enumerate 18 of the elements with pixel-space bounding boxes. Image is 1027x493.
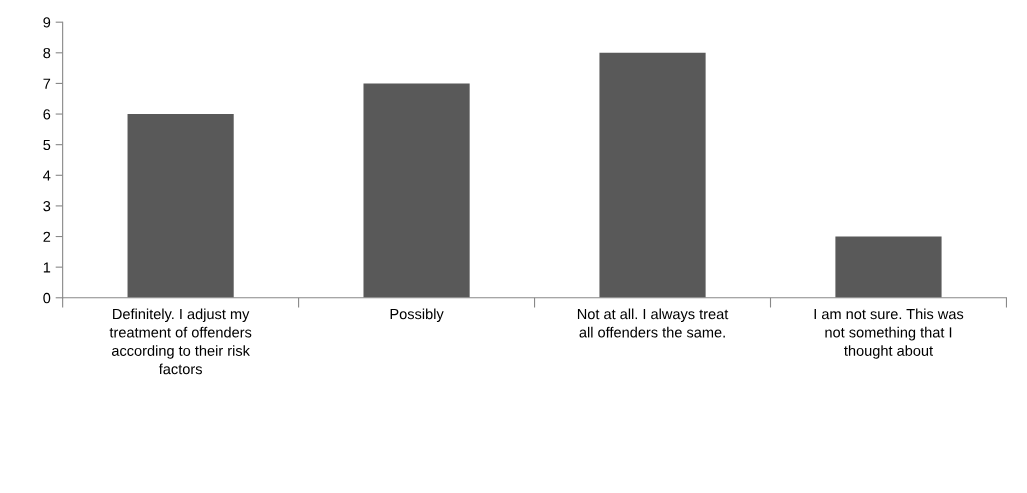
y-tick-label: 6 <box>43 109 51 120</box>
y-tick-label: 9 <box>43 17 51 28</box>
y-tick-label: 0 <box>43 292 51 304</box>
bar <box>599 52 706 298</box>
x-tick-label: Possibly <box>390 308 444 323</box>
x-tick-label: Definitely. I adjust my treatment of offenders according to their risk factors <box>109 308 252 375</box>
y-tick-label: 2 <box>43 231 51 242</box>
bar <box>127 114 234 298</box>
bar <box>835 236 942 298</box>
y-tick-label: 7 <box>43 78 51 89</box>
x-tick-label: I am not sure. This was not something that I thought about <box>814 308 964 359</box>
y-tick-label: 8 <box>43 47 51 59</box>
y-tick-label: 3 <box>43 201 51 212</box>
y-tick-label: 4 <box>43 170 51 181</box>
y-tick-label: 5 <box>43 139 51 151</box>
x-tick-label: Not at all. I always treat all offenders the same. <box>577 308 729 338</box>
y-tick-label: 1 <box>43 262 51 273</box>
bar <box>363 83 470 298</box>
